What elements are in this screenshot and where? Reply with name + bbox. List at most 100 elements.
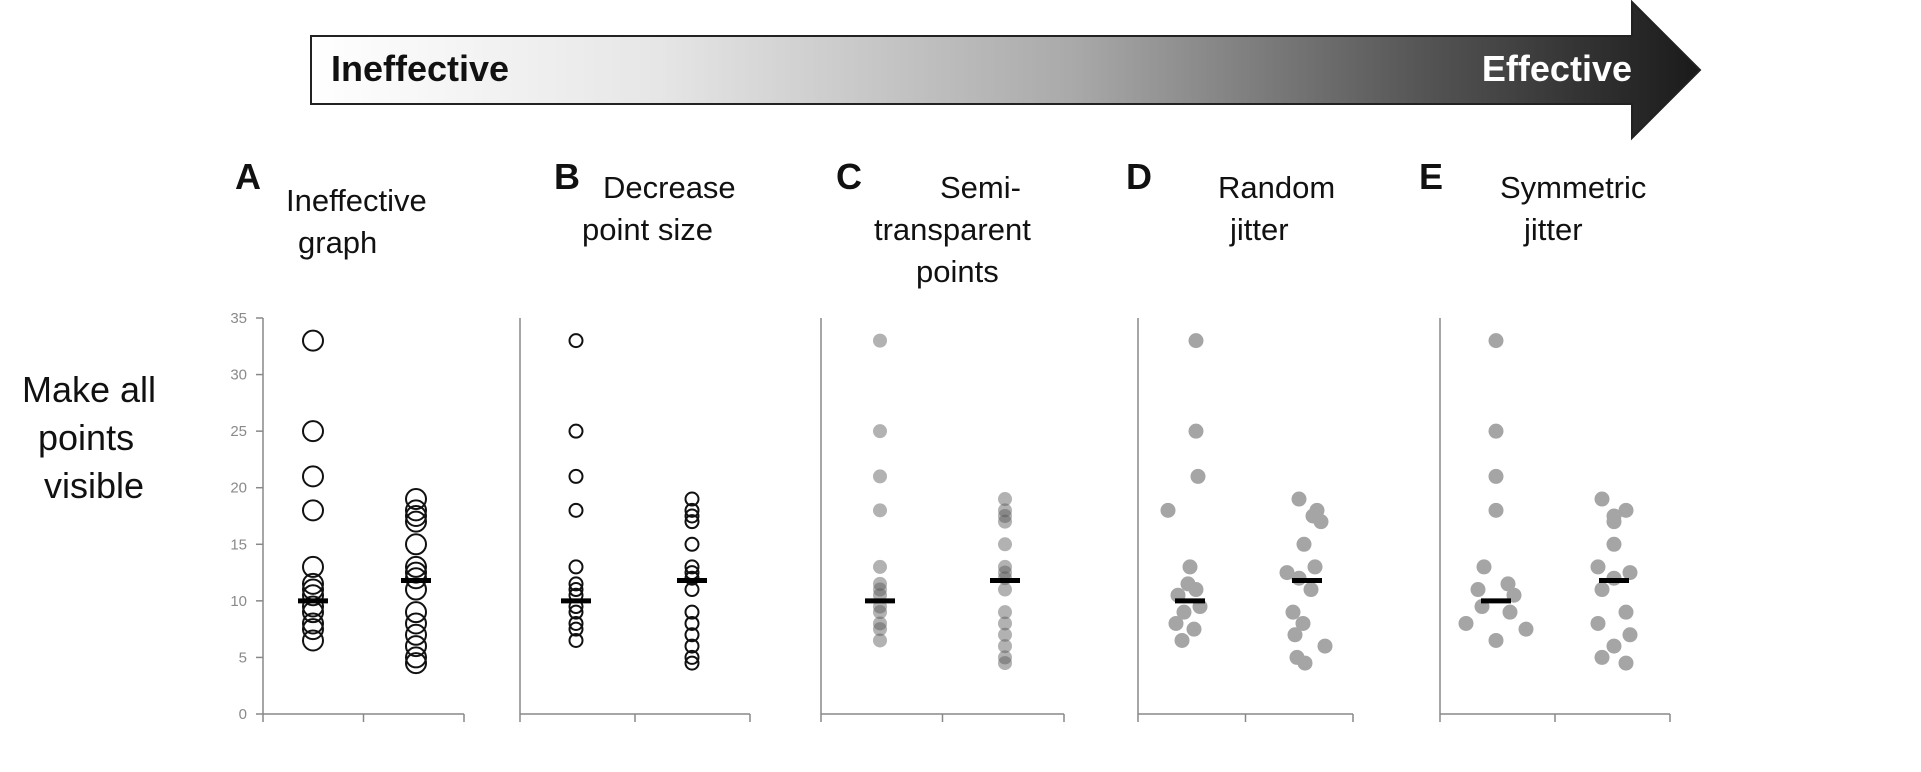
panel-c-title-line-2: transparent <box>874 212 1031 247</box>
panel-a-group-a-point <box>302 555 324 578</box>
panel-d-group-a-point <box>1188 582 1204 598</box>
y-tick-label: 0 <box>239 706 247 723</box>
y-tick-label: 10 <box>230 593 247 610</box>
panel-c-title-line-1: Semi- <box>940 170 1021 205</box>
panel-e-group-a-point <box>1518 621 1534 637</box>
y-tick-label: 25 <box>230 423 247 440</box>
panel-d-group-a-point <box>1186 621 1202 637</box>
panel-b-group-a-point <box>568 604 584 620</box>
panel-a-group-a-point <box>302 595 324 618</box>
panel-a-group-b-point <box>405 623 427 646</box>
panel-c-plot <box>820 318 1065 722</box>
panel-b-group-a-point <box>568 582 584 598</box>
arrow-right-label: Effective <box>1482 48 1632 89</box>
panel-d-letter: D <box>1126 156 1152 197</box>
panel-a-group-a-point <box>302 629 324 652</box>
arrow-left-label: Ineffective <box>331 48 509 89</box>
panel-c-group-b-point <box>998 616 1012 631</box>
panel-c-group-b-point <box>998 605 1012 620</box>
row-label-line-3: visible <box>44 465 144 506</box>
panel-b-group-b-point <box>684 508 700 524</box>
panel-e-group-b-point <box>1594 649 1610 665</box>
panel-e-group-a-point <box>1488 423 1504 439</box>
panel-e-group-a-point <box>1488 502 1504 518</box>
panel-d-group-a-point <box>1190 468 1206 484</box>
panel-d-group-b-point <box>1295 615 1311 631</box>
panel-e-header: E Symmetric jitter <box>1419 156 1646 247</box>
panel-a-title-line-2: graph <box>298 225 377 260</box>
panel-c-group-b-point <box>998 656 1012 671</box>
panel-e-group-b-point <box>1618 502 1634 518</box>
panel-c-group-a-point <box>873 622 887 637</box>
panel-d-group-b-point <box>1297 655 1313 671</box>
panel-c-header: C Semi- transparent points <box>836 156 1031 289</box>
row-label-line-2: points <box>38 417 134 458</box>
panel-c-group-b-point <box>998 627 1012 642</box>
panel-c-group-b-point <box>998 565 1012 580</box>
panel-e-group-b-point <box>1590 615 1606 631</box>
panel-a-title-line-1: Ineffective <box>286 183 427 218</box>
panel-c-group-a-point <box>873 605 887 620</box>
y-tick-label: 30 <box>230 367 247 384</box>
y-tick-label: 15 <box>230 536 247 553</box>
panel-d-group-a-point <box>1168 615 1184 631</box>
row-label: Make all points visible <box>22 369 156 506</box>
panel-d-group-a-point <box>1160 502 1176 518</box>
panel-d-plot <box>1137 318 1354 722</box>
panel-d-group-b-point <box>1279 565 1295 581</box>
panel-e-group-a-point <box>1458 615 1474 631</box>
row-label-line-1: Make all <box>22 369 156 410</box>
arrow-shape <box>310 0 1702 141</box>
panel-b-group-b-point <box>684 604 700 620</box>
panel-a-group-b-point <box>405 635 427 658</box>
panel-e-group-a-point <box>1500 576 1516 592</box>
panel-a-group-b-point <box>405 488 427 511</box>
panel-d-group-a-point <box>1176 604 1192 620</box>
panel-c-group-b-point <box>998 503 1012 518</box>
panel-b-group-a-point <box>568 559 584 575</box>
panel-e-group-a-point <box>1470 582 1486 598</box>
panel-b-title-line-1: Decrease <box>603 170 736 205</box>
panel-e-group-b-point <box>1606 536 1622 552</box>
panel-a-header: A Ineffective graph <box>235 156 427 260</box>
panel-c-group-a-point <box>873 469 887 484</box>
panel-c-group-a-point <box>873 559 887 574</box>
panel-d-group-b-point <box>1287 627 1303 643</box>
panel-a-group-a-point <box>302 499 324 522</box>
y-tick-label: 35 <box>230 310 247 327</box>
panel-d-group-b-point <box>1303 582 1319 598</box>
panel-d-title-line-2: jitter <box>1229 212 1289 247</box>
panel-b-plot <box>519 318 751 722</box>
panel-c-group-b-point <box>998 514 1012 529</box>
panel-e-letter: E <box>1419 156 1443 197</box>
panel-b-group-a-point <box>568 333 584 349</box>
panel-d-group-a-point <box>1188 333 1204 349</box>
panel-e-group-b-point <box>1622 565 1638 581</box>
panel-c-group-b-point <box>998 537 1012 552</box>
panel-e-group-a-point <box>1488 632 1504 648</box>
panel-b-group-b-point <box>684 627 700 643</box>
panel-e-group-a-point <box>1476 559 1492 575</box>
panel-d-title-line-1: Random <box>1218 170 1335 205</box>
panel-b-group-b-point <box>684 582 700 598</box>
panel-a-group-b-point <box>405 505 427 527</box>
panel-a-group-b-point <box>405 499 427 522</box>
panel-c-title-line-3: points <box>916 254 999 289</box>
panel-b-group-a-point <box>568 621 584 637</box>
panel-c-group-b-point <box>998 509 1012 523</box>
panel-c-group-b-point <box>998 582 1012 597</box>
panel-a-letter: A <box>235 156 261 197</box>
panel-d-header: D Random jitter <box>1126 156 1335 247</box>
panel-a-group-b-point <box>405 646 427 669</box>
y-tick-label: 5 <box>239 649 247 666</box>
panel-c-group-b-point <box>998 559 1012 574</box>
panel-a-group-a-point <box>302 420 324 443</box>
panel-b-group-b-point <box>684 514 700 530</box>
panel-a-group-a-point <box>302 572 324 595</box>
panel-b-group-a-point <box>568 468 584 484</box>
panel-c-group-a-point <box>873 576 887 591</box>
panel-d-group-b-point <box>1307 559 1323 575</box>
panel-e-group-b-point <box>1606 638 1622 654</box>
panel-c-group-a-point <box>873 424 887 439</box>
